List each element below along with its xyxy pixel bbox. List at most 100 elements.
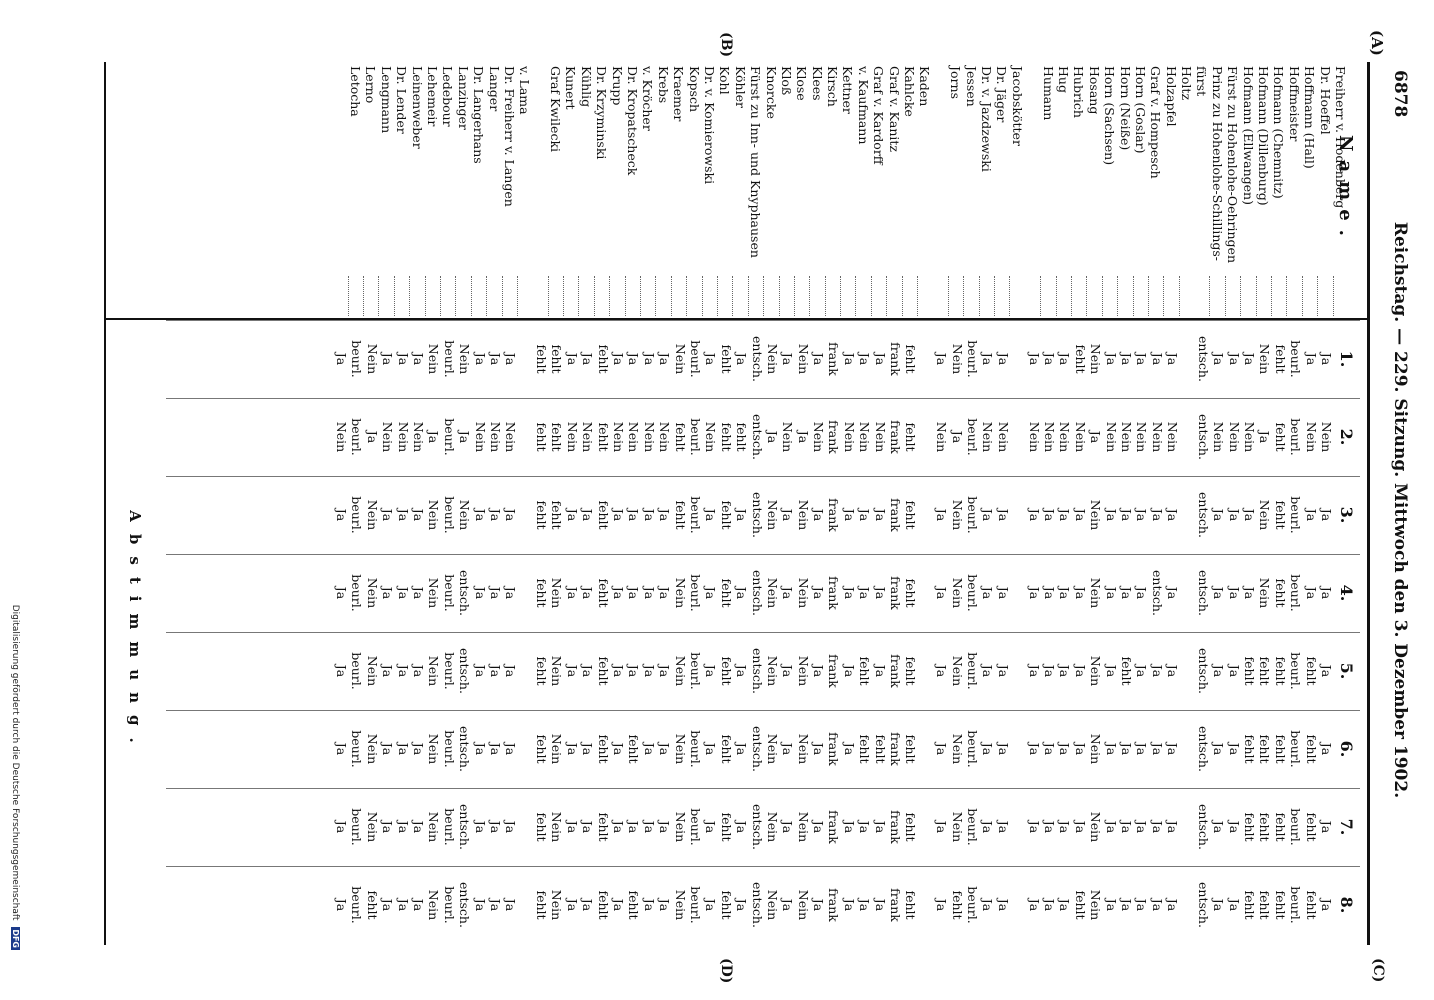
vote-cell: Ja <box>1242 352 1258 366</box>
vote-cell: Nein <box>949 343 965 375</box>
vote-cell: Ja <box>703 586 719 600</box>
vote-cell: beurl. <box>1288 418 1304 456</box>
vote-cell: Nein <box>995 421 1011 453</box>
member-name-text: Dr. Langerhans <box>471 66 487 164</box>
vote-cell: Ja <box>841 898 857 912</box>
vote-cell: Ja <box>1118 742 1134 756</box>
vote-cell: entsch. <box>749 882 765 928</box>
leader-dots <box>1086 276 1092 316</box>
vote-column: Ja Ja beurl. fehlt Nein Ja Ja Ja entsch. Ja Ja Ja Ja… <box>334 320 1334 398</box>
group-gap <box>1011 398 1026 476</box>
vote-cell: Nein <box>611 421 627 453</box>
group-gap <box>918 554 933 632</box>
member-name: Hubrich <box>1070 62 1086 318</box>
vote-cell: beurl. <box>1288 886 1304 924</box>
vote-cell: beurl. <box>441 652 457 690</box>
member-name-text: Hug <box>1055 66 1071 93</box>
vote-cell: Ja <box>1134 898 1150 912</box>
vote-cell: beurl. <box>349 496 365 534</box>
vote-cell: fehlt <box>1272 734 1288 764</box>
vote-cell: fehlt <box>549 500 565 530</box>
vote-cell: Ja <box>580 742 596 756</box>
vote-cell: Ja <box>995 742 1011 756</box>
vote-cell: Nein <box>764 733 780 765</box>
vote-cell: Ja <box>980 820 996 834</box>
vote-cell: Ja <box>1041 586 1057 600</box>
member-name: Prinz zu Hohenlohe-Schillings- <box>1209 62 1225 318</box>
vote-cell: Ja <box>872 664 888 678</box>
vote-cell: Ja <box>380 508 396 522</box>
vote-cell: Nein <box>1088 343 1104 375</box>
member-name: Graf v. Hompesch <box>1147 62 1163 318</box>
member-name: Fürst zu Hohenlohe-Oehringen <box>1224 62 1240 318</box>
vote-cell: Nein <box>1257 343 1273 375</box>
group-gap <box>518 554 533 632</box>
vote-cell: entsch. <box>1195 570 1211 616</box>
margin-marker-a: (A) <box>1368 30 1386 56</box>
vote-cell: Ja <box>1057 898 1073 912</box>
vote-cell: Ja <box>657 586 673 600</box>
member-name: Kopsch <box>686 62 702 318</box>
leader-dots <box>640 276 646 316</box>
leader-dots <box>763 276 769 316</box>
group-gap <box>918 710 933 788</box>
vote-column: Ja Ja beurl. fehlt Nein Ja Ja Ja entsch. Ja Ja Ja Ja… <box>334 476 1334 554</box>
member-name-text: Lengmann <box>378 66 394 134</box>
member-name: Graf v. Kanitz <box>886 62 902 318</box>
vote-cell: Ja <box>1026 352 1042 366</box>
vote-cell: Ja <box>857 352 873 366</box>
vote-cell: Nein <box>1165 421 1181 453</box>
vote-cell: Ja <box>410 352 426 366</box>
member-name-text: Dr. v. Jazdzewski <box>979 66 995 172</box>
vote-cell: Ja <box>1072 664 1088 678</box>
vote-cell: Nein <box>1103 421 1119 453</box>
leader-dots <box>917 276 923 316</box>
member-name: Hoffmann (Hall) <box>1301 62 1317 318</box>
member-name: Langer <box>486 62 502 318</box>
vote-cell: Nein <box>857 421 873 453</box>
vote-cell: Nein <box>1257 499 1273 531</box>
vote-cell: Nein <box>949 577 965 609</box>
vote-cell: Nein <box>364 811 380 843</box>
member-name-text: Graf Kwilecki <box>548 66 564 153</box>
leader-dots <box>1117 276 1123 316</box>
vote-cell: Nein <box>1041 421 1057 453</box>
vote-cell: beurl. <box>1288 340 1304 378</box>
vote-cell: frank <box>826 810 842 844</box>
member-name-text: Jacobskötter <box>1009 66 1025 146</box>
vote-cell: Ja <box>1211 898 1227 912</box>
member-name-text: Klose <box>794 66 810 101</box>
member-name-text: Kirsch <box>825 66 841 107</box>
vote-cell: Ja <box>487 508 503 522</box>
vote-cell: Nein <box>549 889 565 921</box>
vote-cell: Ja <box>934 664 950 678</box>
vote-cell: beurl. <box>687 496 703 534</box>
member-name: Kühlig <box>578 62 594 318</box>
leader-dots <box>1178 276 1184 316</box>
vote-cell: fehlt <box>857 656 873 686</box>
vote-cell: Ja <box>487 664 503 678</box>
vote-cell: Ja <box>626 508 642 522</box>
vote-cell: beurl. <box>349 886 365 924</box>
vote-cell: Ja <box>1057 820 1073 834</box>
vote-cell: frank <box>888 342 904 376</box>
vote-cell: Ja <box>1103 898 1119 912</box>
vote-cell: fehlt <box>734 422 750 452</box>
member-name-text: Humann <box>1040 66 1056 121</box>
vote-cell: fehlt <box>718 500 734 530</box>
vote-cell: Ja <box>980 742 996 756</box>
vote-cell: fehlt <box>1072 890 1088 920</box>
vote-cell: Nein <box>364 655 380 687</box>
vote-cell: Ja <box>641 664 657 678</box>
vote-cell: beurl. <box>1288 652 1304 690</box>
vote-cell: Ja <box>626 352 642 366</box>
vote-cell: Nein <box>949 499 965 531</box>
vote-cell: Ja <box>472 664 488 678</box>
vote-column-heading: 2. <box>1337 428 1356 446</box>
member-name: Dr. Lender <box>393 62 409 318</box>
vote-cell: Ja <box>811 898 827 912</box>
vote-cell: Nein <box>472 421 488 453</box>
leader-dots <box>886 276 892 316</box>
vote-cell: Ja <box>1041 352 1057 366</box>
vote-cell: Ja <box>580 586 596 600</box>
